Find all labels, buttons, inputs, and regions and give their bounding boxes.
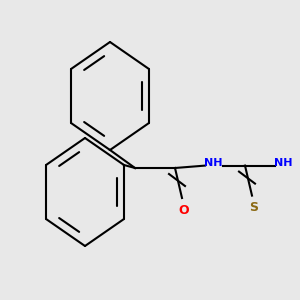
Text: NH: NH: [204, 158, 222, 168]
Text: S: S: [250, 201, 259, 214]
Text: NH: NH: [274, 158, 292, 168]
Text: O: O: [179, 203, 189, 217]
